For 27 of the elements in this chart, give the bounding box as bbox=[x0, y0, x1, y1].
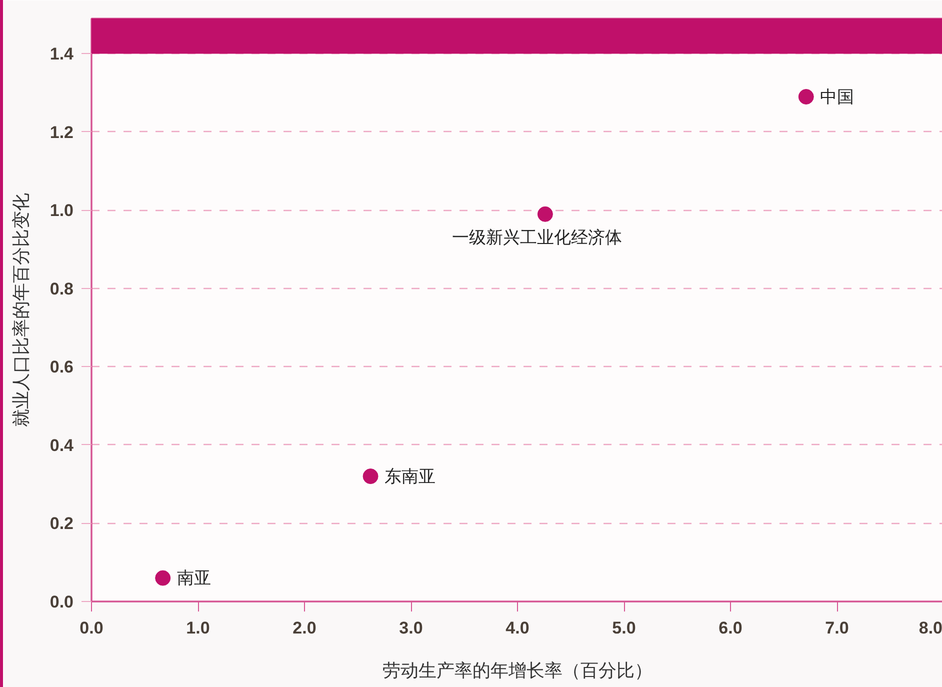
x-tick-label: 6.0 bbox=[718, 618, 742, 638]
y-axis-title: 就业人口比率的年百分比变化 bbox=[10, 193, 31, 427]
y-tick-label: 0.6 bbox=[50, 358, 74, 377]
y-tick-label: 1.0 bbox=[50, 201, 74, 220]
y-tick-label: 0.2 bbox=[50, 514, 74, 534]
y-tick-label: 1.2 bbox=[50, 122, 74, 142]
y-tick-label: 0.8 bbox=[50, 279, 74, 298]
x-tick-label: 8.0 bbox=[918, 618, 942, 638]
point bbox=[537, 206, 553, 222]
x-tick-label: 7.0 bbox=[825, 618, 849, 638]
annotation: 东南亚 bbox=[384, 466, 436, 486]
point bbox=[362, 468, 378, 484]
point bbox=[798, 89, 814, 104]
annotation: 中国 bbox=[820, 87, 854, 106]
x-tick-label: 2.0 bbox=[292, 618, 316, 638]
annotation: 一级新兴工业化经济体 bbox=[452, 228, 622, 248]
x-tick-label: 1.0 bbox=[186, 618, 210, 638]
x-axis-title: 劳动生产率的年增长率（百分比） bbox=[382, 660, 652, 680]
y-tick-label: 0.4 bbox=[50, 436, 74, 455]
y-tick-label: 1.4 bbox=[50, 44, 74, 64]
annotation: 南亚 bbox=[176, 568, 211, 588]
x-tick-label: 3.0 bbox=[399, 618, 423, 638]
x-tick-label: 4.0 bbox=[506, 618, 530, 638]
x-tick-label: 5.0 bbox=[612, 618, 636, 638]
point bbox=[155, 570, 171, 586]
x-tick-label: 0.0 bbox=[80, 618, 104, 638]
y-tick-label: 0.0 bbox=[50, 592, 74, 612]
